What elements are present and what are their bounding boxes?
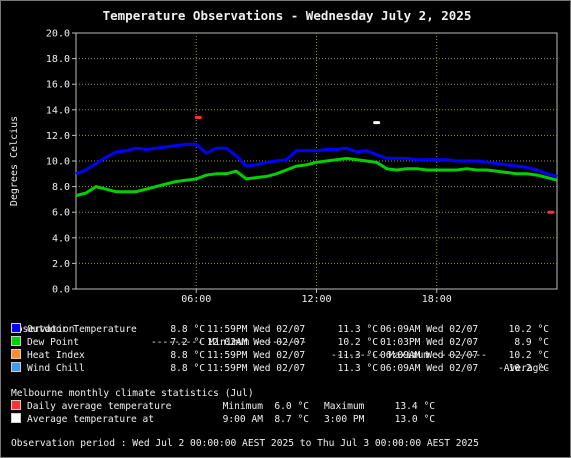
y-tick-label: 18.0 xyxy=(46,54,70,65)
climate-title: Melbourne monthly climate statistics (Ju… xyxy=(11,388,254,399)
climate-swatch xyxy=(11,413,21,423)
table-row: Wind Chill 8.8 °C 11:59PM Wed 02/07 11.3 °C… xyxy=(11,362,562,375)
climate-col1: Minimum xyxy=(222,401,263,412)
y-tick-label: 8.0 xyxy=(52,182,70,193)
row-average: 8.9 °C xyxy=(514,337,549,348)
row-average: 10.2 °C xyxy=(508,350,549,361)
y-tick-label: 6.0 xyxy=(52,208,70,219)
climate-row: Average temperature at 9:00 AM 8.7 °C 3:00 … xyxy=(11,413,562,426)
row-label: Outdoor Temperature xyxy=(27,324,137,335)
y-tick-label: 0.0 xyxy=(52,285,70,296)
x-tick-label: 18:00 xyxy=(422,294,452,305)
climate-col2: 8.7 °C xyxy=(274,414,309,425)
climate-marker xyxy=(194,115,202,119)
row-min-time: 12:02AM Wed 02/07 xyxy=(207,337,306,348)
row-average: 10.2 °C xyxy=(508,324,549,335)
row-max-time: 06:09AM Wed 02/07 xyxy=(380,363,479,374)
y-tick-label: 20.0 xyxy=(46,29,70,40)
row-min: 8.8 °C xyxy=(170,324,205,335)
row-min: 7.2 °C xyxy=(170,337,205,348)
row-min-time: 11:59PM Wed 02/07 xyxy=(207,324,306,335)
series-line xyxy=(75,156,558,198)
row-max: 10.2 °C xyxy=(337,337,378,348)
observation-period: Observation period : Wed Jul 2 00:00:00 … xyxy=(11,438,479,449)
climate-row: Daily average temperature Minimum 6.0 °C Ma… xyxy=(11,400,562,413)
row-label: Dew Point xyxy=(27,337,79,348)
y-tick-label: 4.0 xyxy=(52,233,70,244)
x-axis-ticks: 06:00 12:00 18:00 xyxy=(181,289,452,305)
row-max-time: 06:09AM Wed 02/07 xyxy=(380,324,479,335)
climate-col4: 13.4 °C xyxy=(394,401,435,412)
climate-col1: 9:00 AM xyxy=(222,414,263,425)
x-tick-label: 06:00 xyxy=(181,294,211,305)
series-swatch xyxy=(11,362,21,372)
row-max: 11.3 °C xyxy=(337,363,378,374)
row-min: 8.8 °C xyxy=(170,350,205,361)
climate-marker xyxy=(373,121,381,125)
climate-swatch xyxy=(11,400,21,410)
series-swatch xyxy=(11,323,21,333)
y-tick-label: 16.0 xyxy=(46,80,70,91)
row-max: 11.3 °C xyxy=(337,350,378,361)
y-axis-ticks: 0.0 2.0 4.0 6.0 8.0 10.0 12.0 14.0 16.0 18.0 20.0 xyxy=(46,29,76,296)
series-lines xyxy=(75,142,558,198)
climate-label: Average temperature at xyxy=(27,414,155,425)
y-tick-label: 12.0 xyxy=(46,131,70,142)
y-tick-label: 2.0 xyxy=(52,259,70,270)
row-min-time: 11:59PM Wed 02/07 xyxy=(207,350,306,361)
x-tick-label: 12:00 xyxy=(301,294,331,305)
table-row: Outdoor Temperature 8.8 °C 11:59PM Wed 02/… xyxy=(11,323,562,336)
header-maximum: --------- Maximum --------- xyxy=(331,350,487,361)
chart-title: Temperature Observations - Wednesday Jul… xyxy=(103,8,472,23)
row-max: 11.3 °C xyxy=(337,324,378,335)
series-swatch xyxy=(11,349,21,359)
header-observation: Observation xyxy=(11,324,75,335)
table-row: Heat Index 8.8 °C 11:59PM Wed 02/07 11.3 °C… xyxy=(11,349,562,362)
row-label: Wind Chill xyxy=(27,363,85,374)
row-max-time: 06:09AM Wed 02/07 xyxy=(380,350,479,361)
series-line xyxy=(75,142,558,178)
climate-col3: Maximum xyxy=(324,401,365,412)
y-tick-label: 14.0 xyxy=(46,105,70,116)
climate-marker xyxy=(547,210,555,214)
row-label: Heat Index xyxy=(27,350,85,361)
header-minimum: --------- Minimum --------- xyxy=(151,337,307,348)
series-swatch xyxy=(11,336,21,346)
row-average: 10.2 °C xyxy=(508,363,549,374)
climate-markers xyxy=(194,115,555,214)
row-min-time: 11:59PM Wed 02/07 xyxy=(207,363,306,374)
table-header: Observation --------- Minimum --------- … xyxy=(11,310,562,374)
y-axis-label: Degrees Celcius xyxy=(9,116,20,206)
climate-col4: 13.0 °C xyxy=(394,414,435,425)
row-max-time: 01:03PM Wed 02/07 xyxy=(380,337,479,348)
grid-lines xyxy=(76,33,557,289)
climate-label: Daily average temperature xyxy=(27,401,172,412)
header-average: -Average- xyxy=(498,363,550,374)
climate-col3: 3:00 PM xyxy=(324,414,365,425)
row-min: 8.8 °C xyxy=(170,363,205,374)
climate-col2: 6.0 °C xyxy=(274,401,309,412)
y-tick-label: 10.0 xyxy=(46,157,70,168)
table-row: Dew Point 7.2 °C 12:02AM Wed 02/07 10.2 °C 0… xyxy=(11,336,562,349)
